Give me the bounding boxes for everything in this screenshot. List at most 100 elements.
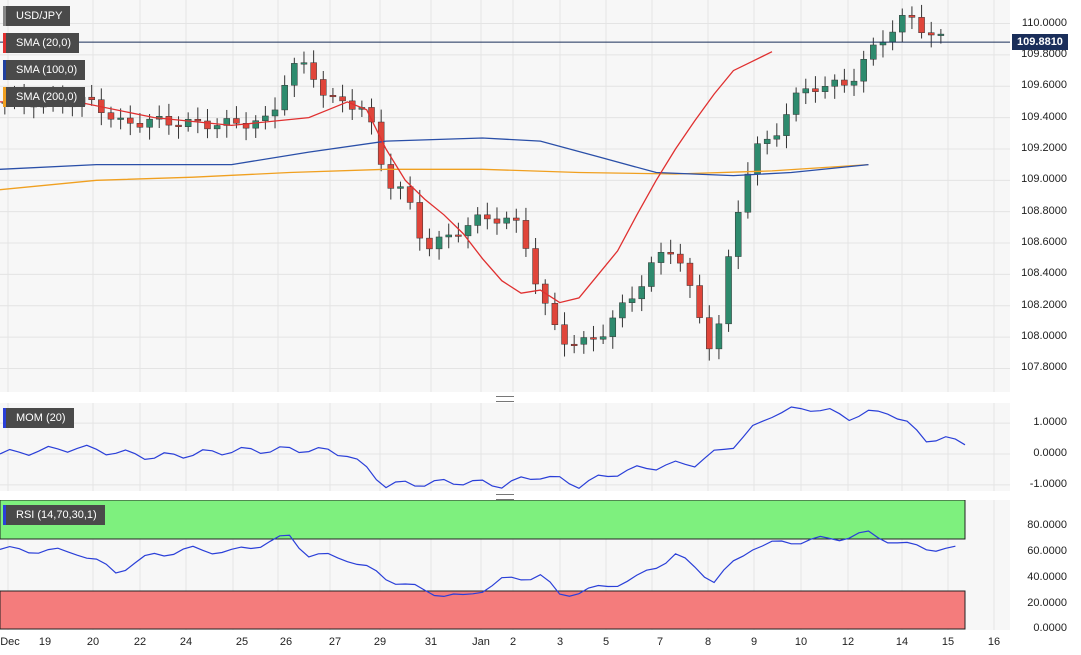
candle-down [918,17,925,33]
price-tick-label: 109.4000 [1021,110,1067,123]
sma200-badge[interactable]: SMA (200,0) [3,87,86,107]
momentum-line [0,406,966,490]
candle-up [609,317,617,337]
candle-up [300,62,308,65]
sma20-line [0,51,773,304]
x-tick-label: 22 [133,636,147,648]
candle-down [667,252,674,255]
candle-down [204,120,211,130]
x-tick-label: 8 [704,636,712,648]
x-tick-label: 2 [509,636,517,648]
sma20-badge[interactable]: SMA (20,0) [3,33,80,53]
candle-up [184,118,192,127]
candle-up [802,88,810,94]
sma100-line [0,137,869,177]
candle-up [754,143,761,175]
candle-down [570,343,578,346]
candle-down [908,15,916,18]
candle-down [165,116,173,126]
rsi-oversold-zone [0,590,966,630]
candle-up [474,214,481,226]
candle-down [677,253,684,264]
candle-up [899,15,906,33]
x-tick-label: 19 [38,636,52,648]
x-tick-label: 15 [941,636,955,648]
candle-up [213,125,221,130]
price-tick-label: 108.0000 [1021,330,1067,343]
candle-down [590,337,597,340]
symbol-badge[interactable]: USD/JPY [3,6,71,26]
price-tick-label: 108.2000 [1021,298,1067,311]
candle-up [763,138,771,144]
rsi-panel [0,499,1010,630]
x-tick-label: 7 [656,636,664,648]
candle-up [734,211,742,257]
candle-up [648,262,655,287]
candle-down [455,234,462,237]
x-tick-label: 26 [279,636,293,648]
candle-up [503,217,510,224]
candle-up [850,80,858,86]
x-tick-label: 27 [328,636,342,648]
mom-tick-label: 0.0000 [1033,446,1067,459]
x-tick-label: 9 [750,636,758,648]
mom-tick-label: -1.0000 [1029,477,1067,490]
candle-up [831,79,838,87]
price-tick-label: 108.4000 [1021,267,1067,280]
candle-up [580,337,588,345]
candle-up [464,225,472,237]
candle-up [599,336,607,340]
candle-up [638,286,645,300]
x-tick-label: 10 [794,636,808,648]
candle-down [377,121,385,165]
rsi-chart [0,499,995,630]
mom-badge[interactable]: MOM (20) [3,408,74,428]
price-tick-label: 108.8000 [1021,204,1067,217]
momentum-chart [0,403,1010,491]
candle-up [889,31,896,43]
candle-down [484,214,491,220]
price-chart [0,0,1010,392]
candle-down [532,248,539,285]
candle-up [252,120,259,129]
rsi-axis: 80.0000 60.0000 40.0000 20.0000 0.0000 [1010,500,1081,634]
candle-up [628,298,636,303]
candle-up [146,118,153,128]
candle-up [619,302,626,319]
x-tick-label: 24 [179,636,193,648]
x-tick-label: Jan [472,636,490,648]
candle-up [262,115,269,121]
rsi-badge[interactable]: RSI (14,70,30,1) [3,505,105,525]
price-tick-label: 107.8000 [1021,361,1067,374]
candle-down [812,88,819,92]
candle-up [281,85,288,111]
candle-up [783,114,790,136]
candle-down [841,79,848,86]
candle-up [937,33,945,36]
momentum-axis: 1.0000 0.0000 -1.0000 [1010,403,1081,491]
candle-up [657,252,665,263]
mom-tick-label: 1.0000 [1033,416,1067,429]
last-price-label: 109.8810 [1012,34,1068,51]
candle-down [339,96,346,102]
candle-down [387,164,395,189]
x-tick-label: 16 [987,636,1001,648]
price-tick-label: 110.0000 [1021,16,1067,29]
candle-down [686,262,694,286]
candle-up [821,86,829,92]
candle-down [551,302,559,325]
x-tick-label: 12 [841,636,855,648]
x-tick-label: Dec [0,636,20,648]
rsi-tick-label: 40.0000 [1027,571,1067,583]
candle-up [271,109,279,117]
candle-down [561,324,568,345]
price-tick-label: 109.8000 [1021,47,1067,60]
candle-up [744,173,752,213]
price-tick-label: 109.6000 [1021,79,1067,92]
panel-resize-handle-1[interactable] [496,396,514,402]
price-panel [0,0,1010,392]
sma200-line [0,163,869,191]
sma100-badge[interactable]: SMA (100,0) [3,60,86,80]
candle-up [291,63,298,86]
candle-down [706,317,713,350]
